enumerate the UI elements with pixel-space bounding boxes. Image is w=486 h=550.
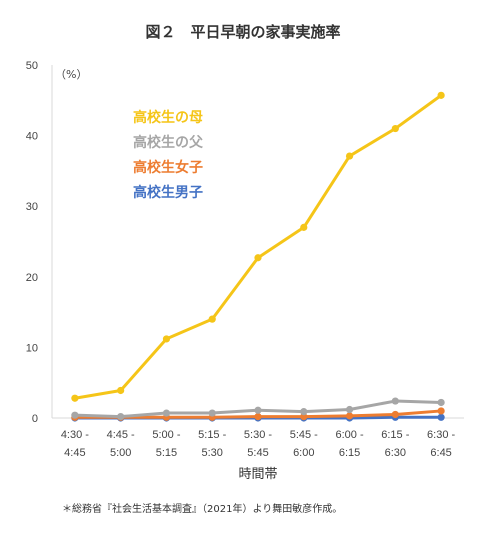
x-tick-label: 5:00 <box>110 447 131 459</box>
x-tick-label: 4:45 - <box>107 429 135 441</box>
x-tick-label: 6:15 - <box>381 429 409 441</box>
x-tick-label: 5:30 - <box>244 429 272 441</box>
data-point <box>254 254 262 262</box>
x-tick-label: 6:30 <box>385 447 406 459</box>
x-tick-label: 5:00 - <box>152 429 180 441</box>
x-tick-label: 6:30 - <box>427 429 455 441</box>
x-tick-label: 4:45 <box>64 447 85 459</box>
chart-title: 図２ 平日早朝の家事実施率 <box>145 23 340 41</box>
y-tick-label: 20 <box>26 272 38 284</box>
data-point <box>254 406 262 414</box>
series-1 <box>71 91 445 402</box>
legend-item: 高校生の母 <box>133 109 203 126</box>
data-point <box>391 124 399 133</box>
data-point <box>391 397 399 405</box>
series-line <box>73 93 443 400</box>
data-point <box>300 412 308 421</box>
data-point <box>117 386 125 395</box>
x-tick-label: 5:30 <box>202 447 223 459</box>
data-point <box>162 409 171 417</box>
x-tick-label: 6:45 <box>430 447 451 459</box>
data-point <box>300 223 308 231</box>
y-tick-labels: 0 10 20 30 40 50 <box>26 60 38 425</box>
series-group <box>71 91 445 422</box>
y-unit-label: （%） <box>55 68 87 81</box>
data-point <box>437 413 445 421</box>
legend-item: 高校生男子 <box>133 184 203 201</box>
data-point <box>437 407 445 415</box>
data-point <box>117 412 125 421</box>
data-point <box>162 335 171 343</box>
data-point <box>208 409 216 417</box>
x-tick-label: 6:00 <box>293 447 314 459</box>
x-axis-title: 時間帯 <box>238 467 277 482</box>
y-tick-label: 0 <box>32 413 38 425</box>
x-tick-label: 5:15 <box>156 447 177 459</box>
x-tick-label: 5:15 - <box>198 429 226 441</box>
data-point <box>345 412 354 420</box>
data-point <box>254 412 262 421</box>
data-point <box>300 408 308 416</box>
data-point <box>71 411 79 419</box>
y-tick-label: 40 <box>26 131 38 143</box>
y-tick-label: 50 <box>26 60 38 72</box>
legend-item: 高校生女子 <box>133 159 203 176</box>
data-point <box>208 315 216 323</box>
plot-area <box>51 65 464 419</box>
data-point <box>345 152 354 160</box>
x-tick-label: 6:00 - <box>335 429 363 441</box>
x-tick-label: 4:30 - <box>61 429 89 441</box>
series-2 <box>71 397 445 421</box>
x-tick-label: 5:45 - <box>290 429 318 441</box>
data-point <box>437 398 445 407</box>
y-tick-label: 30 <box>26 201 38 213</box>
source-note: ＊総務省『社会生活基本調査』（2021年）より舞田敏彦作成。 <box>62 502 342 515</box>
x-tick-label: 6:15 <box>339 447 360 459</box>
data-point <box>391 410 399 419</box>
data-point <box>437 91 445 99</box>
legend-item: 高校生の父 <box>133 134 204 151</box>
data-point <box>345 405 354 414</box>
x-tick-label: 5:45 <box>247 447 268 459</box>
data-point <box>71 394 79 402</box>
x-tick-labels: 4:30 - 4:45 4:45 - 5:00 5:00 - 5:15 5:15 - 5:30… <box>61 429 456 459</box>
y-tick-label: 10 <box>26 342 38 354</box>
